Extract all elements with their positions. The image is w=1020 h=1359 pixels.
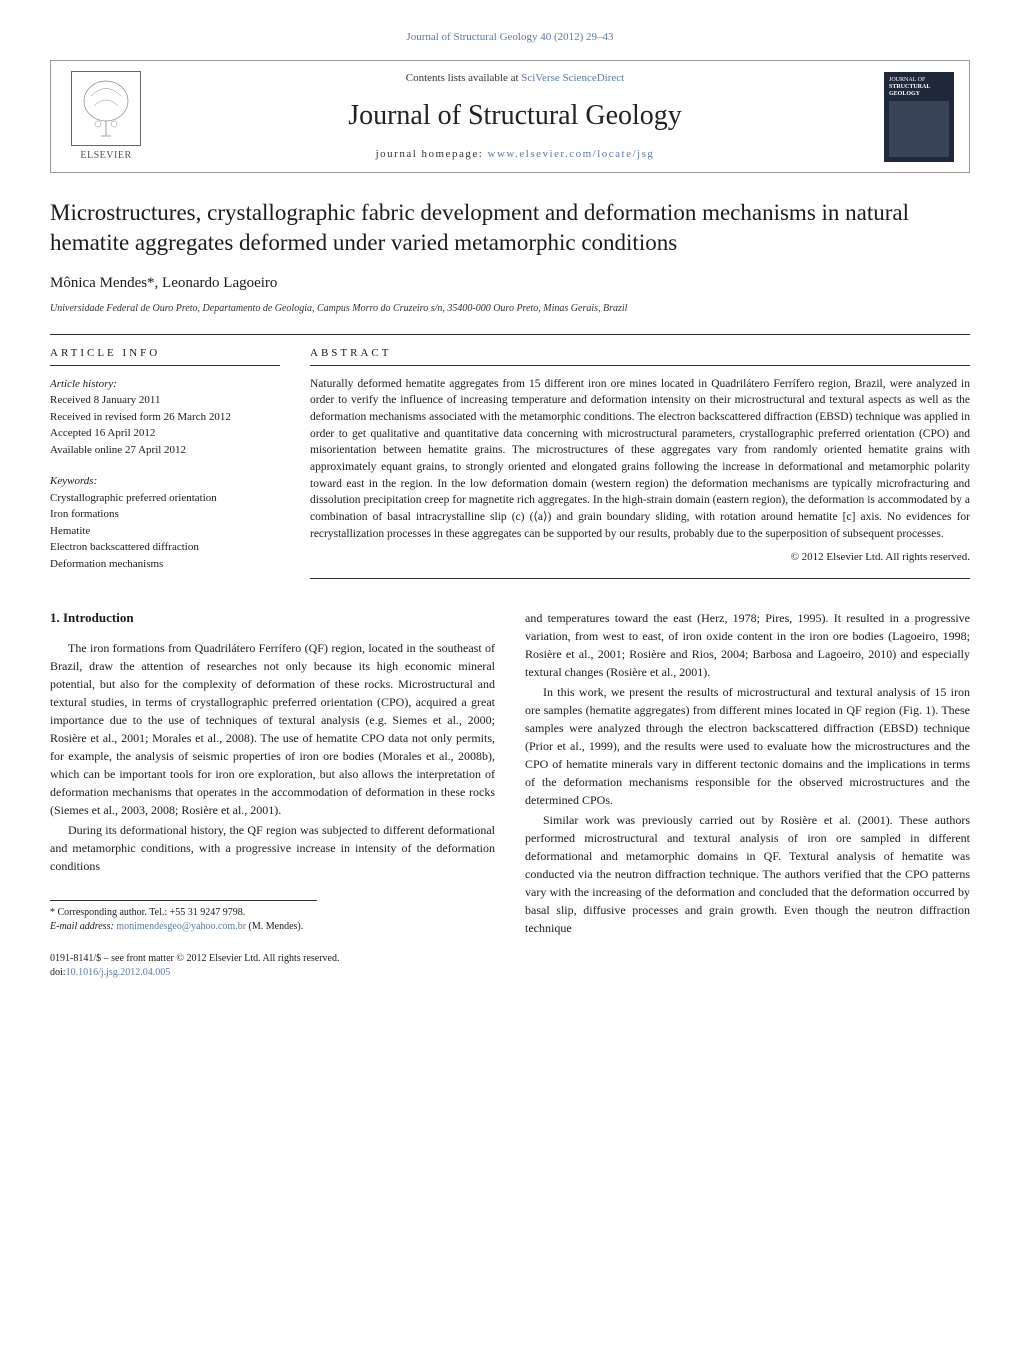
- journal-header-box: ELSEVIER Contents lists available at Sci…: [50, 60, 970, 173]
- contents-available-line: Contents lists available at SciVerse Sci…: [161, 71, 869, 86]
- doi-line: doi:10.1016/j.jsg.2012.04.005: [50, 966, 495, 980]
- journal-ref-link[interactable]: Journal of Structural Geology 40 (2012) …: [406, 31, 613, 43]
- keyword: Iron formations: [50, 506, 280, 523]
- email-link[interactable]: monimendesgeo@yahoo.com.br: [116, 921, 246, 932]
- article-info-column: ARTICLE INFO Article history: Received 8…: [50, 338, 280, 579]
- corresponding-author-footnote: * Corresponding author. Tel.: +55 31 924…: [50, 906, 495, 934]
- revised-date: Received in revised form 26 March 2012: [50, 409, 280, 426]
- cover-title-2: STRUCTURAL: [889, 84, 949, 91]
- corresponding-phone: * Corresponding author. Tel.: +55 31 924…: [50, 906, 495, 920]
- email-suffix: (M. Mendes).: [246, 921, 303, 932]
- keyword: Electron backscattered diffraction: [50, 539, 280, 556]
- footnote-separator: [50, 900, 317, 901]
- body-two-columns: 1. Introduction The iron formations from…: [50, 609, 970, 980]
- online-date: Available online 27 April 2012: [50, 442, 280, 459]
- keyword: Hematite: [50, 523, 280, 540]
- article-title: Microstructures, crystallographic fabric…: [50, 198, 970, 258]
- copyright-line: © 2012 Elsevier Ltd. All rights reserved…: [310, 550, 970, 565]
- abstract-text: Naturally deformed hematite aggregates f…: [310, 376, 970, 543]
- sciencedirect-link[interactable]: SciVerse ScienceDirect: [521, 72, 624, 84]
- right-column: and temperatures toward the east (Herz, …: [525, 609, 970, 980]
- header-center: Contents lists available at SciVerse Sci…: [161, 71, 869, 163]
- footer-block: 0191-8141/$ – see front matter © 2012 El…: [50, 952, 495, 980]
- email-label: E-mail address:: [50, 921, 116, 932]
- cover-title-1: JOURNAL OF: [889, 77, 949, 84]
- affiliation: Universidade Federal de Ouro Preto, Depa…: [50, 302, 970, 316]
- abstract-bottom-divider: [310, 578, 970, 579]
- body-paragraph: and temperatures toward the east (Herz, …: [525, 609, 970, 681]
- elsevier-logo: ELSEVIER: [66, 69, 146, 164]
- journal-reference-line: Journal of Structural Geology 40 (2012) …: [50, 30, 970, 45]
- homepage-link[interactable]: www.elsevier.com/locate/jsg: [488, 148, 655, 160]
- journal-name: Journal of Structural Geology: [161, 96, 869, 135]
- doi-prefix: doi:: [50, 967, 66, 978]
- received-date: Received 8 January 2011: [50, 392, 280, 409]
- elsevier-tree-icon: [71, 71, 141, 146]
- cover-title-3: GEOLOGY: [889, 91, 949, 98]
- info-abstract-row: ARTICLE INFO Article history: Received 8…: [50, 338, 970, 579]
- authors-text: Mônica Mendes*, Leonardo Lagoeiro: [50, 275, 277, 291]
- body-paragraph: The iron formations from Quadrilátero Fe…: [50, 639, 495, 819]
- keyword: Deformation mechanisms: [50, 556, 280, 573]
- abstract-column: ABSTRACT Naturally deformed hematite agg…: [310, 338, 970, 579]
- body-paragraph: During its deformational history, the QF…: [50, 821, 495, 875]
- email-line: E-mail address: monimendesgeo@yahoo.com.…: [50, 920, 495, 934]
- introduction-heading: 1. Introduction: [50, 609, 495, 627]
- body-paragraph: In this work, we present the results of …: [525, 683, 970, 809]
- contents-prefix: Contents lists available at: [406, 72, 521, 84]
- issn-line: 0191-8141/$ – see front matter © 2012 El…: [50, 952, 495, 966]
- article-info-heading: ARTICLE INFO: [50, 346, 280, 365]
- accepted-date: Accepted 16 April 2012: [50, 425, 280, 442]
- body-paragraph: Similar work was previously carried out …: [525, 811, 970, 937]
- homepage-prefix: journal homepage:: [376, 148, 488, 160]
- left-column: 1. Introduction The iron formations from…: [50, 609, 495, 980]
- authors-line: Mônica Mendes*, Leonardo Lagoeiro: [50, 273, 970, 294]
- keywords-block: Keywords: Crystallographic preferred ori…: [50, 473, 280, 572]
- homepage-line: journal homepage: www.elsevier.com/locat…: [161, 147, 869, 162]
- keywords-label: Keywords:: [50, 473, 280, 490]
- top-divider: [50, 334, 970, 335]
- article-history-block: Article history: Received 8 January 2011…: [50, 376, 280, 459]
- cover-image-placeholder: [889, 101, 949, 156]
- journal-cover-thumbnail: JOURNAL OF STRUCTURAL GEOLOGY: [884, 72, 954, 162]
- abstract-heading: ABSTRACT: [310, 346, 970, 365]
- doi-link[interactable]: 10.1016/j.jsg.2012.04.005: [66, 967, 171, 978]
- elsevier-name: ELSEVIER: [80, 149, 131, 163]
- history-label: Article history:: [50, 376, 280, 393]
- keyword: Crystallographic preferred orientation: [50, 490, 280, 507]
